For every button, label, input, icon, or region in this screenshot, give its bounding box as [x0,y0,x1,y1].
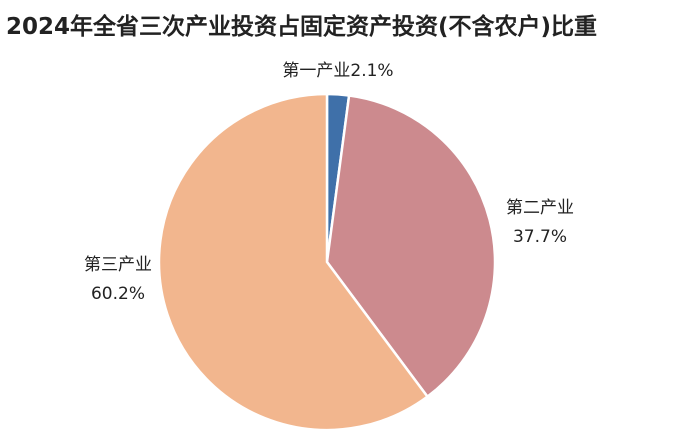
category-label: 第一产业 [282,61,350,81]
value-label: 2.1% [350,61,393,81]
data-label: 第三产业 60.2% [84,255,152,304]
chart-title: 2024年全省三次产业投资占固定资产投资(不含农户)比重 [6,13,597,40]
category-label: 第三产业 [84,255,152,275]
pie-slice [157,92,430,432]
data-label: 第二产业 37.7% [506,198,574,247]
value-label: 60.2% [91,284,145,304]
data-label: 第一产业2.1% [282,61,393,81]
category-label: 第二产业 [506,198,574,218]
pie-slice [325,94,497,399]
value-label: 37.7% [513,227,567,247]
